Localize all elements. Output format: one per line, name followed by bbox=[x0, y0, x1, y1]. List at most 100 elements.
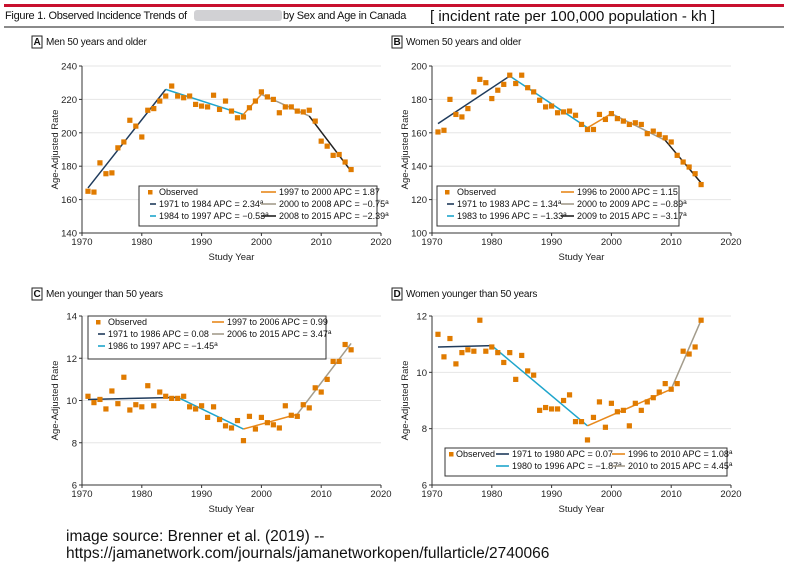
observed-point bbox=[145, 107, 151, 113]
observed-point bbox=[560, 109, 567, 115]
observed-point bbox=[103, 406, 109, 412]
x-tick-label: 2000 bbox=[601, 237, 622, 248]
observed-point bbox=[447, 335, 453, 342]
legend-label: 2010 to 2015 APC = 4.45 bbox=[628, 461, 729, 471]
legend-entry: 1971 to 1984 APC = 2.34a bbox=[159, 199, 264, 209]
observed-point bbox=[572, 419, 579, 425]
observed-point bbox=[139, 134, 145, 140]
observed-point bbox=[109, 388, 115, 394]
observed-point bbox=[477, 76, 483, 82]
y-tick-label: 10 bbox=[416, 368, 427, 379]
annotation-note: [ incident rate per 100,000 population -… bbox=[430, 8, 715, 25]
panel-b: B Women 50 years and older 100 120 140 160 180… bbox=[391, 35, 742, 263]
observed-point bbox=[549, 103, 555, 109]
legend: Observed 1971 to 1980 APC = 0.07 1980 to 1… bbox=[444, 447, 733, 477]
observed-point bbox=[348, 166, 354, 173]
observed-point bbox=[656, 131, 662, 138]
x-tick-label: 2000 bbox=[601, 489, 622, 500]
legend-label: 2000 to 2008 APC = −0.75 bbox=[279, 199, 385, 209]
x-tick-label: 1990 bbox=[191, 237, 212, 248]
trend-segment bbox=[670, 319, 702, 390]
trend-segment bbox=[437, 344, 492, 348]
observed-point bbox=[103, 171, 109, 177]
observed-point bbox=[578, 419, 585, 425]
significance-superscript: a bbox=[683, 199, 687, 206]
observed-point bbox=[115, 145, 121, 151]
legend-entry: 1997 to 2006 APC = 0.99 bbox=[227, 317, 328, 327]
legend-label: 1996 to 2010 APC = 1.08 bbox=[628, 449, 729, 459]
panel-letter: B bbox=[393, 37, 400, 48]
legend-observed-marker bbox=[96, 320, 101, 325]
y-tick-label: 200 bbox=[411, 62, 427, 73]
observed-point bbox=[109, 170, 115, 176]
x-axis-label: Study Year bbox=[209, 504, 255, 515]
y-tick-label: 12 bbox=[416, 312, 427, 323]
accent-rule bbox=[4, 4, 784, 7]
observed-point bbox=[187, 404, 193, 410]
y-tick-label: 180 bbox=[411, 95, 427, 106]
legend-entry: 2000 to 2009 APC = −0.89a bbox=[577, 199, 687, 209]
observed-point bbox=[632, 400, 638, 406]
observed-point bbox=[181, 393, 187, 399]
observed-point bbox=[288, 104, 294, 110]
observed-point bbox=[294, 413, 300, 419]
panel-title: Women 50 years and older bbox=[406, 37, 522, 48]
observed-point bbox=[97, 396, 103, 403]
trend-segment bbox=[243, 413, 298, 430]
observed-point bbox=[638, 407, 644, 413]
trend-segment bbox=[87, 88, 167, 189]
trend-segment bbox=[437, 75, 511, 125]
y-axis-label: Age-Adjusted Rate bbox=[50, 110, 61, 190]
panel-letter-box bbox=[31, 287, 43, 301]
legend-observed-marker bbox=[449, 452, 454, 457]
observed-point bbox=[210, 404, 217, 410]
observed-point bbox=[228, 108, 235, 114]
observed-point bbox=[252, 98, 259, 104]
observed-point bbox=[465, 347, 471, 353]
panel-title: Women younger than 50 years bbox=[406, 289, 537, 300]
observed-point bbox=[330, 358, 336, 365]
observed-point bbox=[638, 121, 644, 128]
y-axis-label: Age-Adjusted Rate bbox=[50, 361, 61, 441]
observed-point bbox=[258, 89, 264, 95]
y-tick-label: 160 bbox=[61, 195, 77, 206]
observed-point bbox=[139, 404, 145, 410]
observed-point bbox=[662, 381, 668, 387]
x-tick-label: 2000 bbox=[251, 489, 272, 500]
significance-superscript: a bbox=[214, 341, 218, 348]
x-tick-label: 1990 bbox=[541, 489, 562, 500]
observed-point bbox=[300, 109, 306, 115]
trend-segment bbox=[177, 396, 244, 430]
legend-entry: 1984 to 1997 APC = −0.53a bbox=[159, 211, 269, 221]
legend-label: Observed bbox=[159, 187, 198, 197]
observed-point bbox=[459, 114, 465, 120]
y-tick-label: 240 bbox=[61, 62, 77, 73]
significance-superscript: a bbox=[563, 211, 567, 218]
observed-point bbox=[246, 413, 253, 419]
observed-point bbox=[668, 139, 674, 145]
observed-point bbox=[620, 407, 626, 413]
observed-point bbox=[348, 347, 354, 353]
observed-point bbox=[157, 389, 163, 395]
observed-point bbox=[145, 383, 151, 389]
legend-label: 2008 to 2015 APC = −2.39 bbox=[279, 211, 385, 221]
observed-point bbox=[121, 139, 127, 145]
x-tick-label: 2020 bbox=[370, 237, 391, 248]
observed-point bbox=[692, 171, 698, 177]
observed-point bbox=[602, 424, 609, 430]
observed-point bbox=[435, 129, 441, 135]
x-tick-label: 2000 bbox=[251, 237, 272, 248]
observed-point bbox=[312, 118, 318, 124]
x-tick-label: 1980 bbox=[131, 237, 152, 248]
observed-point bbox=[163, 393, 169, 399]
observed-point bbox=[246, 105, 253, 111]
observed-point bbox=[163, 93, 169, 99]
redacted-text-blur bbox=[194, 10, 282, 21]
x-tick-label: 1970 bbox=[421, 489, 442, 500]
significance-superscript: a bbox=[558, 199, 562, 206]
observed-point bbox=[282, 403, 288, 409]
observed-point bbox=[543, 104, 549, 110]
panel-d: D Women younger than 50 years 6 8 10 12 1970 19… bbox=[391, 287, 742, 515]
observed-point bbox=[85, 393, 91, 399]
observed-point bbox=[258, 414, 264, 420]
